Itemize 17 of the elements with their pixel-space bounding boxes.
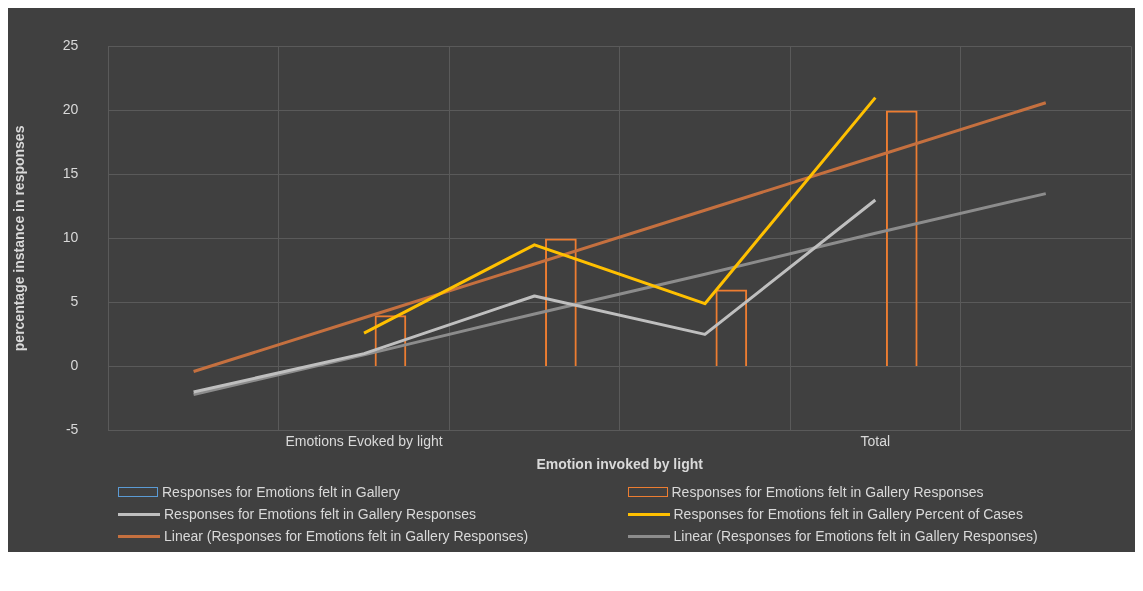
y-axis-title: percentage instance in responses bbox=[11, 125, 28, 352]
legend-label: Responses for Emotions felt in Gallery bbox=[162, 484, 401, 500]
y-tick-label: 5 bbox=[70, 293, 79, 310]
y-tick-label: 10 bbox=[62, 229, 79, 246]
legend-label: Responses for Emotions felt in Gallery Responses bbox=[671, 484, 984, 500]
legend-label: Linear (Responses for Emotions felt in Gallery Responses) bbox=[673, 528, 1038, 544]
x-axis-title: Emotion invoked by light bbox=[536, 456, 704, 473]
y-tick-label: 0 bbox=[70, 357, 79, 374]
y-tick-label: 25 bbox=[62, 37, 79, 54]
y-tick-label: -5 bbox=[65, 421, 79, 438]
y-tick-label: 20 bbox=[62, 101, 79, 118]
legend-label: Linear (Responses for Emotions felt in Gallery Responses) bbox=[164, 528, 529, 544]
x-tick-label: Emotions Evoked by light bbox=[285, 432, 443, 449]
y-tick-label: 15 bbox=[62, 165, 79, 182]
x-tick-label: Total bbox=[860, 432, 891, 449]
legend-label: Responses for Emotions felt in Gallery Percent of Cases bbox=[673, 506, 1023, 522]
legend-label: Responses for Emotions felt in Gallery Responses bbox=[164, 506, 477, 522]
